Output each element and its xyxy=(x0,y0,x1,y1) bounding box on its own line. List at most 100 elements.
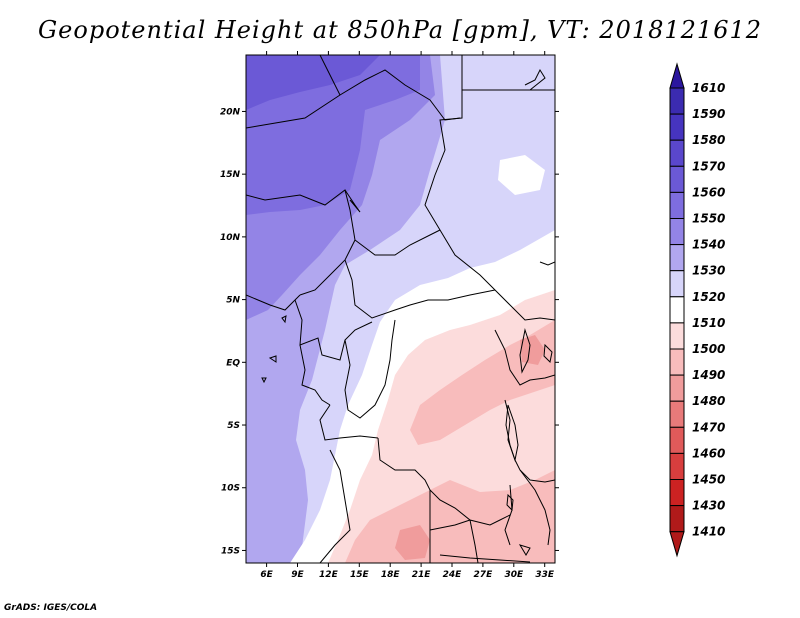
island-outline xyxy=(261,377,267,384)
lake-outline xyxy=(518,544,531,556)
lat-label: 20N xyxy=(220,107,241,117)
colorbar-segment xyxy=(669,479,685,507)
colorbar-segment xyxy=(669,400,685,428)
border-line xyxy=(344,259,496,319)
field-1480-patch xyxy=(395,525,430,560)
lake-outline xyxy=(506,493,514,512)
colorbar: 1610 1590 1580 1570 1560 1550 1540 1530 1520 1510… xyxy=(669,62,725,558)
longitude-axis: 6E 9E 12E 15E 18E 21E 24E 27E 30E 33E xyxy=(260,51,555,580)
border-line xyxy=(494,329,555,386)
colorbar-segment xyxy=(669,322,685,350)
height-field xyxy=(246,55,555,563)
border-line xyxy=(539,261,555,266)
grads-credit: GrADS: IGES/COLA xyxy=(4,603,98,613)
colorbar-label: 1480 xyxy=(692,394,725,408)
colorbar-label: 1540 xyxy=(692,238,725,252)
colorbar-label: 1570 xyxy=(692,159,725,173)
lon-label: 18E xyxy=(381,570,401,580)
lon-label: 30E xyxy=(504,570,524,580)
colorbar-label: 1590 xyxy=(692,107,725,121)
border-line xyxy=(344,189,361,213)
colorbar-label: 1470 xyxy=(692,420,725,434)
latitude-axis: 20N 15N 10N 5N EQ 5S 10S 15S xyxy=(220,107,559,556)
colorbar-label: 1550 xyxy=(692,212,725,226)
border-line xyxy=(294,299,373,361)
colorbar-segment xyxy=(669,348,685,376)
border-line xyxy=(344,319,396,419)
border-line xyxy=(429,519,471,531)
lat-label: 15S xyxy=(221,546,240,556)
lon-label: 6E xyxy=(260,570,273,580)
colorbar-label: 1450 xyxy=(692,473,725,487)
lake-outline xyxy=(543,343,553,364)
border-line xyxy=(319,404,379,441)
lake-outline xyxy=(505,404,519,462)
lat-label: 15N xyxy=(220,170,241,180)
colorbar-segment xyxy=(669,244,685,272)
field-1490-band xyxy=(410,320,555,445)
colorbar-segment xyxy=(669,270,685,298)
colorbar-label: 1410 xyxy=(692,525,725,539)
border-line xyxy=(299,344,331,406)
border-line xyxy=(424,55,555,321)
border-line xyxy=(354,229,441,256)
border-line xyxy=(319,449,351,563)
colorbar-segment xyxy=(669,139,685,167)
lon-label: 33E xyxy=(535,570,555,580)
colorbar-segment xyxy=(669,191,685,219)
border-line xyxy=(246,189,356,296)
lat-label: EQ xyxy=(226,358,240,368)
lon-label: 9E xyxy=(291,570,304,580)
colorbar-segment xyxy=(669,452,685,480)
plot-frame xyxy=(245,54,556,564)
colorbar-label: 1610 xyxy=(692,81,725,95)
colorbar-segment xyxy=(669,505,685,533)
border-line xyxy=(319,55,341,96)
colorbar-segment xyxy=(669,87,685,115)
border-line xyxy=(504,399,555,483)
colorbar-label: 1460 xyxy=(692,446,725,460)
island-outline xyxy=(281,315,287,324)
border-line xyxy=(524,68,546,91)
lon-label: 27E xyxy=(474,570,494,580)
border-line xyxy=(519,469,551,546)
colorbar-label: 1510 xyxy=(692,316,725,330)
country-borders xyxy=(246,55,555,563)
colorbar-label: 1500 xyxy=(692,342,725,356)
border-line xyxy=(439,554,531,563)
colorbar-bottom-arrow xyxy=(669,531,685,558)
border-line xyxy=(469,519,479,563)
lon-label: 24E xyxy=(443,570,463,580)
colorbar-label: 1430 xyxy=(692,499,725,513)
lat-label: 5S xyxy=(227,421,240,431)
island-outline xyxy=(268,355,277,363)
field-1550-band xyxy=(246,55,420,215)
colorbar-segment xyxy=(669,113,685,141)
colorbar-label: 1560 xyxy=(692,185,725,199)
border-line xyxy=(377,437,511,526)
lat-label: 10N xyxy=(220,233,241,243)
border-line xyxy=(246,69,461,129)
colorbar-label: 1490 xyxy=(692,368,725,382)
colorbar-label: 1520 xyxy=(692,290,725,304)
lon-label: 21E xyxy=(412,570,432,580)
colorbar-segment xyxy=(669,296,685,324)
lat-label: 10S xyxy=(221,484,240,494)
field-1480-patch-east xyxy=(520,335,545,365)
colorbar-segment xyxy=(669,165,685,193)
colorbar-segment xyxy=(669,374,685,402)
colorbar-top-arrow xyxy=(669,62,685,89)
colorbar-segment xyxy=(669,426,685,454)
field-1510-lobe xyxy=(498,155,545,195)
field-1560-band xyxy=(246,55,380,110)
colorbar-label: 1530 xyxy=(692,264,725,278)
border-line xyxy=(246,294,301,311)
lon-label: 12E xyxy=(319,570,339,580)
lake-outline xyxy=(519,328,531,374)
lat-label: 5N xyxy=(226,296,240,306)
colorbar-label: 1580 xyxy=(692,133,725,147)
lon-label: 15E xyxy=(350,570,370,580)
map-title: Geopotential Height at 850hPa [gpm], VT:… xyxy=(38,16,762,44)
colorbar-segment xyxy=(669,218,685,246)
